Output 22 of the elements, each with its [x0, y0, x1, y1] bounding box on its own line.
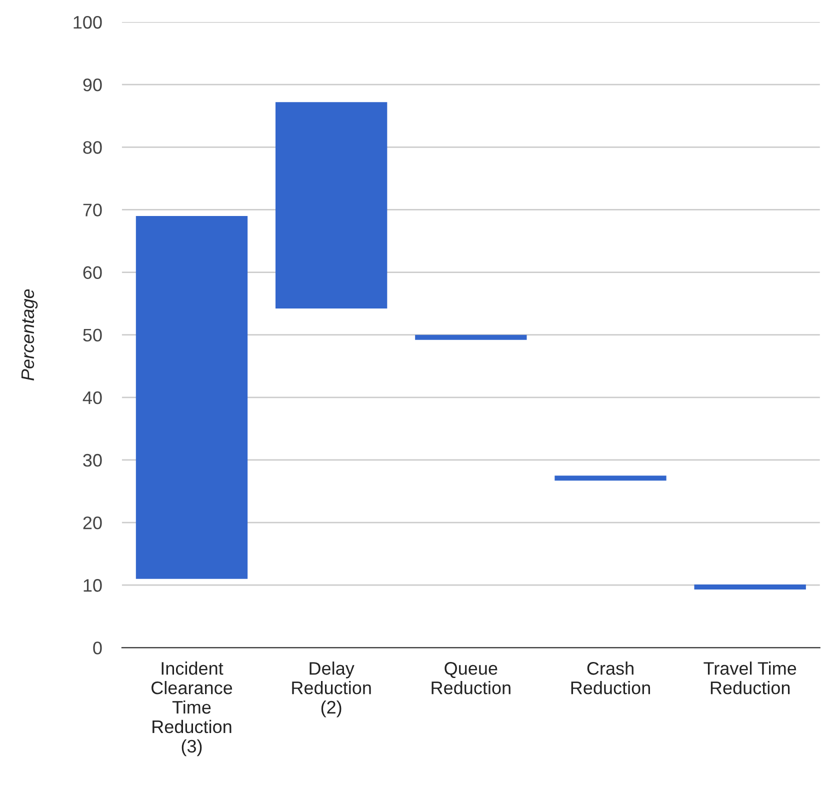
bar — [275, 102, 388, 309]
bar — [415, 334, 527, 340]
y-tick-label: 60 — [83, 266, 102, 279]
y-tick-label: 30 — [83, 454, 102, 467]
y-tick-label: 0 — [93, 642, 102, 654]
bar — [554, 476, 666, 481]
y-tick-label: 70 — [83, 204, 102, 216]
y-tick-label: 90 — [83, 78, 102, 92]
x-tick-label: Delay Reduction (2) — [292, 662, 371, 718]
x-tick-label: Travel Time Reduction — [704, 662, 796, 694]
y-tick-label: 50 — [83, 328, 102, 342]
y-axis-title: Percentage — [21, 289, 38, 380]
y-tick-label: 80 — [83, 141, 102, 154]
bar — [136, 216, 248, 579]
bar — [694, 584, 806, 590]
x-tick-label: Queue Reduction — [432, 662, 510, 694]
y-tick-label: 10 — [84, 579, 102, 592]
y-tick-label: 20 — [83, 516, 102, 530]
y-tick-label: 40 — [82, 391, 102, 404]
y-tick-label: 100 — [74, 16, 102, 29]
x-tick-label: Crash Reduction — [571, 662, 650, 694]
x-tick-label: Incident Clearance Time Reduction (3) — [152, 662, 232, 756]
